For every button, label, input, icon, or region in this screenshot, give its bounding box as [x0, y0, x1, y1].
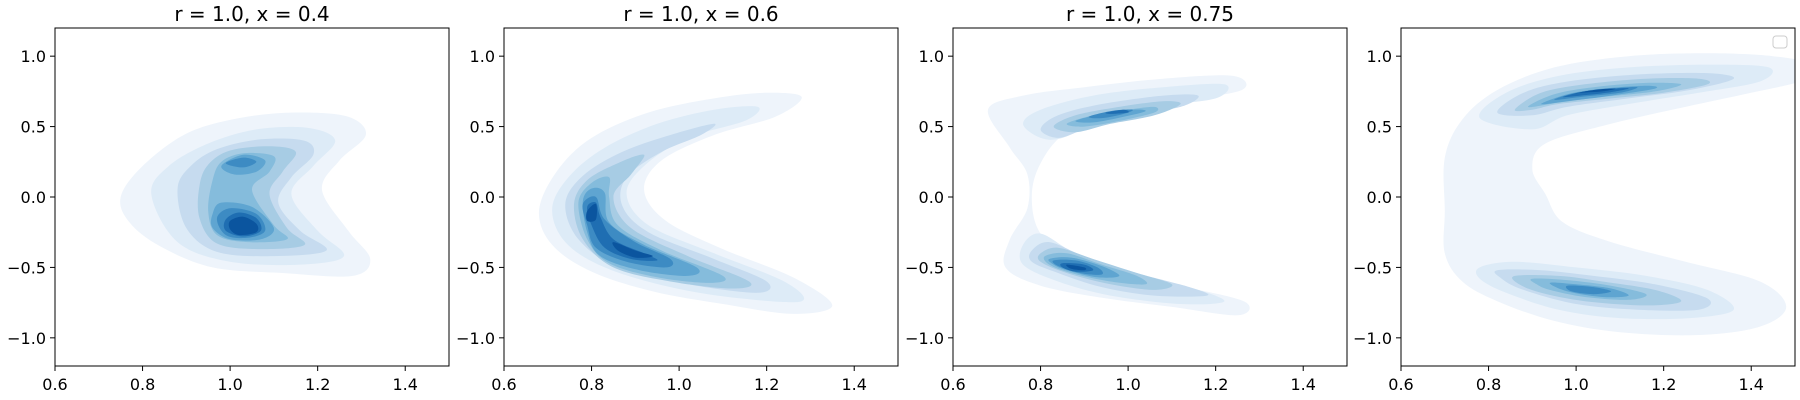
y-tick-label: −0.5 [1353, 258, 1392, 277]
subplot-3: 0.6 0.8 1.0 1.2 1.4 −1.0 −0.5 0.0 0.5 1.0 r = 1.0,… [905, 2, 1348, 394]
y-tick-label: 0.0 [470, 188, 495, 207]
x-tick-label: 1.2 [1203, 375, 1228, 394]
y-tick-label: 0.5 [919, 118, 944, 137]
y-tick-label: 0.0 [1367, 188, 1392, 207]
contour-level-8 [612, 242, 653, 258]
x-tick-label: 0.8 [1028, 375, 1053, 394]
contour-level-7 [1105, 109, 1129, 114]
x-tick-label: 0.8 [579, 375, 604, 394]
subplot-title: r = 1.0, x = 0.4 [174, 2, 329, 26]
subplot-4: 0.6 0.8 1.0 1.2 1.4 −1.0 −0.5 0.0 0.5 1.0 [1353, 27, 1796, 394]
x-tick-label: 0.6 [42, 375, 67, 394]
y-tick-label: 0.5 [470, 118, 495, 137]
y-tick-label: 0.5 [21, 118, 46, 137]
x-tick-label: 1.0 [1563, 375, 1588, 394]
x-tick-label: 1.4 [1738, 375, 1763, 394]
y-tick-label: 1.0 [470, 47, 495, 66]
x-tick-label: 0.8 [130, 375, 155, 394]
subplot-2: 0.6 0.8 1.0 1.2 1.4 −1.0 −0.5 0.0 0.5 1.0 r = 1.0,… [456, 2, 899, 394]
contour-level-7 [587, 202, 658, 261]
x-tick-label: 0.6 [940, 375, 965, 394]
subplot-title: r = 1.0, x = 0.6 [623, 2, 778, 26]
y-tick-label: −0.5 [456, 258, 495, 277]
y-tick-label: −1.0 [905, 329, 944, 348]
y-tick-label: −1.0 [1353, 329, 1392, 348]
x-tick-label: 1.0 [666, 375, 691, 394]
density-contours [987, 75, 1250, 316]
contour-level-6 [1565, 285, 1612, 295]
y-tick-label: −1.0 [7, 329, 46, 348]
contour-level-8 [228, 216, 259, 236]
x-tick-label: 1.2 [754, 375, 779, 394]
x-tick-label: 1.0 [1115, 375, 1140, 394]
density-contours [1443, 53, 1795, 336]
contour-level-8 [586, 203, 598, 222]
x-tick-label: 1.4 [392, 375, 417, 394]
x-tick-label: 0.8 [1476, 375, 1501, 394]
contour-level-6 [582, 196, 674, 268]
y-tick-label: 0.0 [21, 188, 46, 207]
contour-level-8 [1571, 88, 1616, 95]
legend-box [1772, 35, 1788, 49]
y-tick-label: 1.0 [919, 47, 944, 66]
subplot-1: 0.6 0.8 1.0 1.2 1.4 −1.0 −0.5 0.0 0.5 1.0 r = 1.0,… [7, 2, 450, 394]
density-contours [538, 92, 833, 314]
y-tick-label: −0.5 [7, 258, 46, 277]
contour-level-8 [1066, 264, 1087, 271]
y-tick-label: −0.5 [905, 258, 944, 277]
x-tick-label: 1.2 [305, 375, 330, 394]
contour-level-6 [225, 157, 257, 168]
x-tick-label: 1.2 [1651, 375, 1676, 394]
contour-level-7 [1562, 88, 1629, 98]
axes-frame [952, 27, 1348, 367]
density-contours [120, 112, 371, 277]
y-tick-label: 1.0 [21, 47, 46, 66]
x-tick-label: 0.6 [491, 375, 516, 394]
x-tick-label: 1.0 [217, 375, 242, 394]
y-tick-label: 1.0 [1367, 47, 1392, 66]
y-tick-label: −1.0 [456, 329, 495, 348]
x-tick-label: 0.6 [1388, 375, 1413, 394]
y-tick-label: 0.0 [919, 188, 944, 207]
x-tick-label: 1.4 [1290, 375, 1315, 394]
subplot-title: r = 1.0, x = 0.75 [1066, 2, 1234, 26]
x-tick-label: 1.4 [841, 375, 866, 394]
y-tick-label: 0.5 [1367, 118, 1392, 137]
